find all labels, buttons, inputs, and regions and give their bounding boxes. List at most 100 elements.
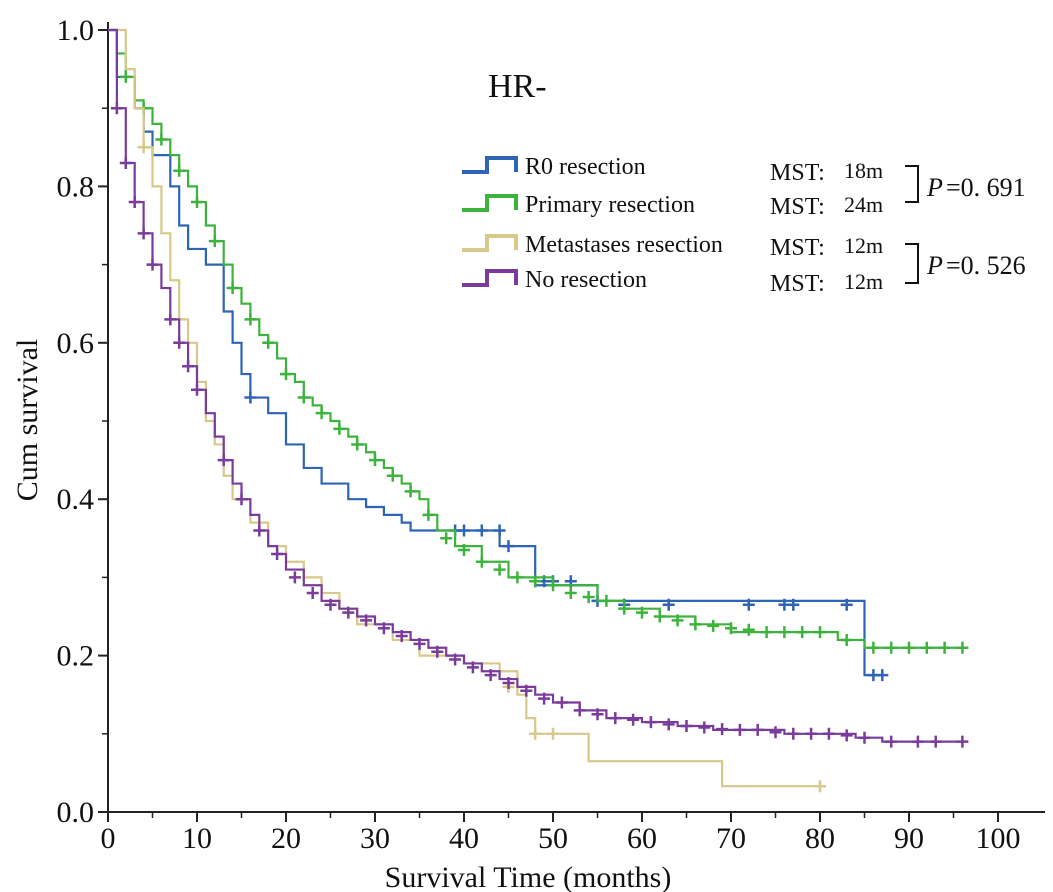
censor-mark (725, 622, 737, 635)
censor-mark (591, 708, 604, 721)
censor-mark (547, 579, 559, 592)
censor-mark (751, 723, 764, 736)
y-axis-ticks: 0.0 0.2 0.4 0.6 0.8 1.0 (57, 14, 108, 829)
censor-mark (155, 133, 168, 146)
censor-mark (449, 653, 462, 666)
legend-swatch (462, 234, 518, 252)
series-metastases-resection (108, 28, 826, 793)
censor-mark (858, 731, 871, 744)
censor-mark (306, 587, 319, 600)
censor-mark (662, 598, 675, 611)
censor-mark (466, 661, 479, 674)
p-label: P (926, 173, 943, 202)
mst-label: MST: (770, 160, 825, 186)
censor-mark (822, 727, 835, 740)
survival-curve (108, 28, 820, 788)
censor-mark (182, 360, 195, 373)
mst-label: MST: (770, 194, 825, 220)
censor-mark (288, 571, 301, 584)
y-tick-label: 0.6 (57, 327, 95, 360)
censor-mark (787, 727, 800, 740)
censor-mark (280, 368, 292, 381)
censor-mark (342, 606, 355, 619)
censor-mark (529, 575, 542, 588)
censor-mark (840, 598, 853, 611)
censor-mark (564, 587, 577, 600)
censor-mark (191, 383, 203, 396)
censor-mark (662, 718, 675, 731)
mst-value: 24m (844, 192, 883, 217)
censor-mark (128, 196, 141, 209)
x-axis-ticks: 0 10 20 30 40 50 60 70 80 90 100 (101, 812, 1021, 855)
censor-mark (493, 563, 506, 576)
censor-mark (493, 524, 506, 537)
censor-mark (555, 696, 568, 709)
mst-value: 12m (844, 233, 883, 258)
mst-value: 18m (844, 158, 883, 183)
censor-mark (707, 619, 720, 632)
censor-mark (173, 336, 186, 349)
censor-mark (760, 626, 773, 639)
censor-mark (475, 524, 488, 537)
censor-mark (226, 282, 239, 295)
censor-mark (840, 633, 853, 646)
x-tick-label: 80 (805, 822, 835, 855)
x-tick-label: 60 (627, 822, 657, 855)
bracket-line (905, 165, 919, 203)
censor-mark (413, 637, 426, 650)
censor-mark (805, 727, 818, 740)
censor-mark (422, 508, 435, 521)
censor-mark (716, 723, 729, 736)
censor-mark (360, 614, 373, 627)
censor-mark (511, 571, 524, 584)
x-tick-label: 100 (976, 822, 1021, 855)
survival-curve (108, 28, 883, 677)
censor-mark (636, 606, 648, 619)
censor-mark (119, 70, 132, 83)
p-value-bracket: P =0. 691 (905, 165, 1026, 203)
censor-mark (146, 258, 159, 271)
survival-curve (108, 28, 963, 743)
censor-mark (956, 641, 969, 654)
censor-mark (137, 227, 150, 240)
p-value: =0. 691 (946, 173, 1026, 202)
x-tick-label: 10 (182, 822, 212, 855)
p-label: P (926, 251, 943, 280)
censor-mark (431, 645, 444, 658)
censor-mark (787, 598, 800, 611)
censor-mark (191, 196, 203, 209)
bracket-line (905, 243, 919, 284)
censor-mark (324, 598, 337, 611)
censor-mark (137, 141, 150, 154)
series-primary-resection (108, 28, 969, 654)
censor-mark (938, 641, 951, 654)
censor-mark (173, 164, 186, 177)
censor-mark (538, 692, 551, 705)
chart-title: HR- (488, 68, 547, 105)
censor-mark (119, 156, 132, 169)
censor-mark (742, 623, 755, 636)
y-tick-label: 0.0 (57, 796, 95, 829)
censor-mark (529, 727, 542, 740)
x-axis-title: Survival Time (months) (385, 861, 672, 892)
censor-mark (297, 391, 310, 404)
censor-mark (458, 544, 470, 557)
censor-mark (235, 493, 248, 506)
censor-mark (253, 524, 266, 537)
legend-label: No resection (525, 267, 647, 293)
censor-mark (315, 407, 328, 420)
censor-mark (885, 735, 898, 748)
censor-mark (217, 454, 230, 467)
censor-mark (271, 547, 284, 560)
censor-mark (573, 704, 586, 717)
censor-mark (653, 610, 666, 623)
legend-swatch (462, 194, 518, 212)
x-tick-label: 20 (271, 822, 301, 855)
censor-mark (520, 684, 533, 697)
censor-mark (698, 721, 711, 734)
censor-mark (110, 102, 123, 115)
censor-mark (733, 723, 746, 736)
legend-label: Primary resection (525, 192, 695, 218)
legend-item: Primary resection MST: 24m (462, 192, 883, 220)
